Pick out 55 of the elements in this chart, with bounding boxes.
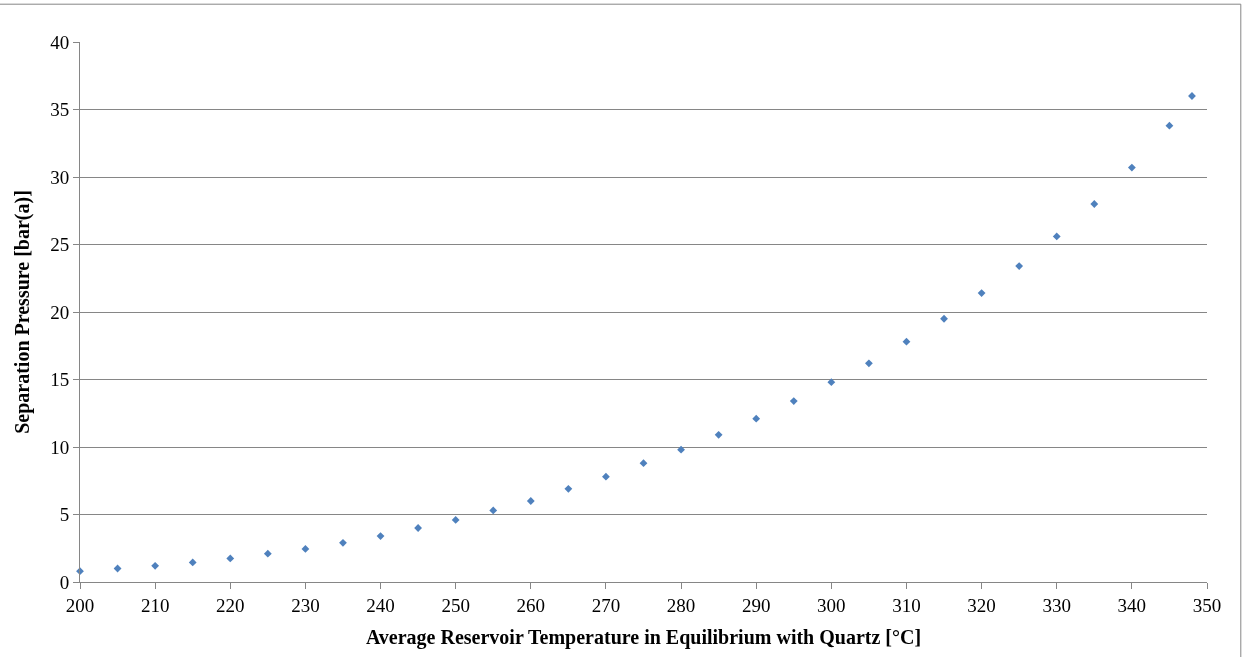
x-tick-label: 330 bbox=[1042, 594, 1071, 616]
point bbox=[677, 445, 685, 454]
point bbox=[376, 532, 385, 540]
point bbox=[827, 378, 836, 387]
y-tick-label: 35 bbox=[50, 99, 70, 121]
point bbox=[151, 561, 160, 570]
y-axis-title: Separation Pressure [bar(a)] bbox=[10, 190, 34, 434]
y-tick-label: 20 bbox=[50, 301, 70, 323]
point bbox=[188, 558, 197, 567]
y-tick-label: 5 bbox=[59, 504, 70, 526]
point bbox=[339, 538, 347, 547]
x-tick-label: 300 bbox=[817, 594, 846, 616]
y-tick-label: 40 bbox=[50, 31, 70, 53]
point bbox=[1165, 121, 1174, 130]
x-tick-label: 320 bbox=[967, 594, 996, 616]
point bbox=[451, 516, 460, 524]
point bbox=[263, 549, 272, 558]
point bbox=[865, 359, 873, 368]
x-axis-title: Average Reservoir Temperature in Equilibrium with Quartz [°C] bbox=[365, 626, 922, 650]
x-tick-label: 230 bbox=[291, 594, 320, 616]
point bbox=[789, 397, 798, 405]
y-tick-label: 15 bbox=[50, 369, 70, 391]
x-tick-label: 220 bbox=[216, 594, 245, 616]
point bbox=[1015, 262, 1024, 270]
x-tick-label: 350 bbox=[1192, 594, 1222, 616]
point bbox=[752, 414, 761, 423]
x-tick-label: 310 bbox=[892, 594, 921, 616]
x-tick-label: 280 bbox=[666, 594, 696, 616]
point bbox=[1052, 232, 1061, 241]
point bbox=[564, 484, 573, 493]
x-tick-label: 200 bbox=[65, 594, 95, 616]
x-tick-label: 340 bbox=[1117, 594, 1147, 616]
point bbox=[902, 337, 911, 346]
point bbox=[1127, 163, 1136, 172]
x-tick-label: 290 bbox=[741, 594, 771, 616]
point bbox=[940, 314, 948, 323]
point bbox=[526, 497, 535, 505]
point bbox=[602, 472, 610, 481]
point bbox=[489, 506, 498, 515]
y-tick-label: 10 bbox=[50, 436, 70, 458]
x-tick-label: 210 bbox=[140, 594, 170, 616]
y-tick-label: 25 bbox=[50, 234, 70, 256]
point bbox=[414, 524, 422, 532]
y-tick-label: 30 bbox=[50, 166, 70, 188]
point bbox=[977, 289, 986, 297]
point bbox=[301, 545, 310, 553]
point bbox=[714, 430, 723, 439]
x-tick-label: 240 bbox=[366, 594, 395, 616]
point bbox=[226, 554, 235, 563]
x-tick-label: 250 bbox=[441, 594, 470, 616]
y-tick-label: 0 bbox=[59, 571, 70, 593]
x-tick-label: 260 bbox=[516, 594, 546, 616]
point bbox=[639, 459, 648, 468]
point bbox=[1090, 200, 1099, 208]
x-tick-label: 270 bbox=[591, 594, 621, 616]
